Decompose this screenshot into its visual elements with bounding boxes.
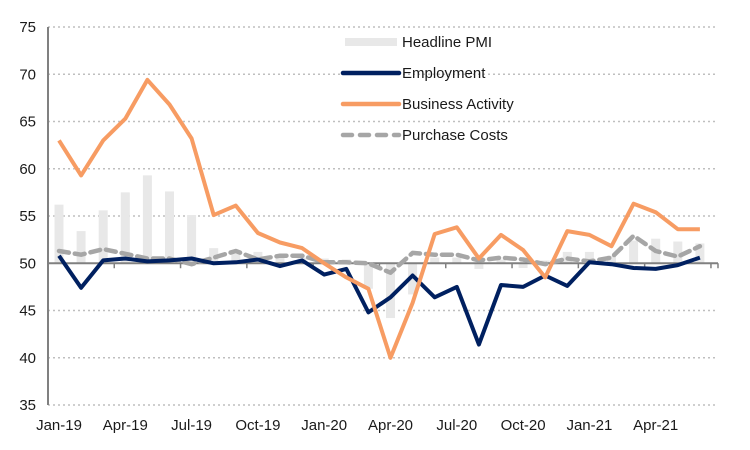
y-tick-label: 75 bbox=[19, 19, 36, 36]
bar-headline-pmi-apr-19 bbox=[120, 192, 130, 264]
y-tick-label: 40 bbox=[19, 350, 36, 367]
y-tick-label: 45 bbox=[19, 303, 36, 320]
x-tick-label: Apr-20 bbox=[368, 417, 413, 434]
legend-item-headline-pmi: Headline PMI bbox=[345, 34, 492, 51]
bar-headline-pmi-jul-19 bbox=[187, 215, 197, 264]
line-employment bbox=[57, 254, 701, 347]
bar-headline-pmi-feb-21 bbox=[607, 255, 616, 264]
bar-headline-pmi-may-19 bbox=[142, 175, 152, 264]
bar-headline-pmi-jul-20 bbox=[452, 257, 462, 264]
legend-swatch-headline-pmi bbox=[345, 38, 397, 46]
bar-headline-pmi-may-21 bbox=[673, 241, 683, 264]
x-tick-label: Jul-20 bbox=[436, 417, 477, 434]
bar-headline-pmi-jun-19 bbox=[165, 191, 174, 264]
bar-headline-pmi-mar-21 bbox=[629, 240, 639, 264]
bar-headline-pmi-sep-19 bbox=[231, 253, 241, 264]
legend-item-business-activity: Business Activity bbox=[340, 96, 514, 113]
y-tick-label: 60 bbox=[19, 161, 36, 178]
x-tick-labels: Jan-19 Apr-19 Jul-19 Oct-19 Jan-20 Apr-20 Jul-… bbox=[36, 417, 678, 434]
x-tick-label: Jan-21 bbox=[566, 417, 612, 434]
bar-headline-pmi-mar-20 bbox=[363, 263, 373, 289]
bar-headline-pmi-jun-20 bbox=[430, 257, 440, 264]
x-tick-label: Jan-19 bbox=[36, 417, 82, 434]
x-tick-label: Oct-20 bbox=[501, 417, 546, 434]
bar-headline-pmi-nov-20 bbox=[540, 260, 550, 264]
bar-headline-pmi-jun-21 bbox=[695, 243, 705, 264]
line-business-activity bbox=[57, 77, 700, 360]
y-tick-label: 70 bbox=[19, 66, 36, 83]
x-tick-label: Jan-20 bbox=[301, 417, 347, 434]
headline-pmi-bars bbox=[54, 175, 705, 319]
y-tick-label: 35 bbox=[19, 397, 36, 414]
legend-item-purchase-costs: Purchase Costs bbox=[340, 127, 508, 144]
y-tick-labels: 35 40 45 50 55 60 65 70 75 bbox=[19, 19, 36, 414]
legend-label-employment: Employment bbox=[402, 65, 486, 82]
legend-label-headline-pmi: Headline PMI bbox=[402, 34, 492, 51]
bar-headline-pmi-jan-19 bbox=[54, 204, 64, 264]
bar-headline-pmi-jan-21 bbox=[584, 251, 594, 264]
bar-headline-pmi-apr-20 bbox=[386, 263, 395, 319]
y-tick-label: 50 bbox=[19, 255, 36, 272]
legend-item-employment: Employment bbox=[340, 65, 486, 82]
bar-headline-pmi-sep-20 bbox=[496, 259, 506, 264]
bar-headline-pmi-mar-19 bbox=[98, 210, 108, 264]
legend: Headline PMI Employment Business Activit… bbox=[340, 34, 514, 144]
x-tick-label: Apr-21 bbox=[633, 417, 678, 434]
x-tick-label: Oct-19 bbox=[235, 417, 280, 434]
y-tick-label: 55 bbox=[19, 208, 36, 225]
x-tick-label: Jul-19 bbox=[171, 417, 212, 434]
legend-label-business-activity: Business Activity bbox=[402, 96, 514, 113]
bar-headline-pmi-may-20 bbox=[408, 263, 418, 295]
bar-headline-pmi-feb-19 bbox=[76, 231, 86, 264]
legend-label-purchase-costs: Purchase Costs bbox=[402, 127, 508, 144]
bar-headline-pmi-aug-20 bbox=[474, 263, 484, 269]
y-tick-label: 65 bbox=[19, 114, 36, 131]
series-lines bbox=[56, 77, 703, 360]
x-tick-label: Apr-19 bbox=[103, 417, 148, 434]
bar-headline-pmi-nov-19 bbox=[275, 255, 285, 264]
bar-headline-pmi-oct-20 bbox=[518, 263, 528, 268]
